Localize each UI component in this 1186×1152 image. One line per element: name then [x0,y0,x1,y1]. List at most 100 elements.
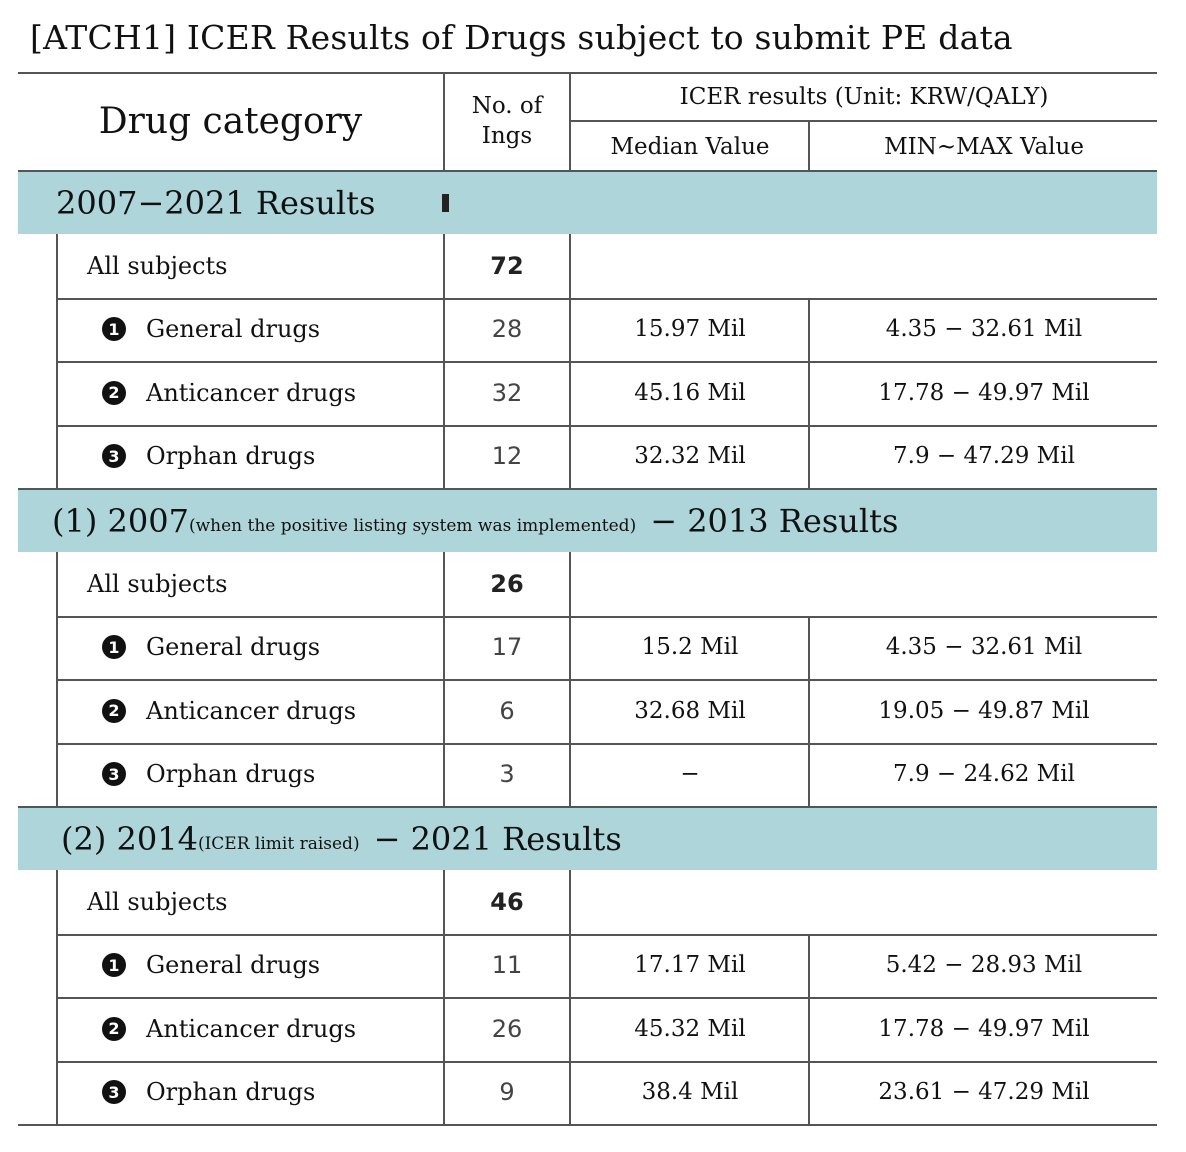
header-drug-category: Drug category [98,100,363,142]
row-label-cell: 1 General drugs [102,298,320,362]
section-title-main: (2) 2014 [61,820,198,858]
header-divider-1 [443,72,445,170]
section-title-note: (when the positive listing system was im… [188,516,637,536]
row-label-cell: 3 Orphan drugs [102,1061,315,1125]
row-rule [56,1060,1157,1063]
row-label: All subjects [87,569,228,598]
section-band: 2007−2021 Results [18,172,1157,234]
table-row: 3 Orphan drugs 3 − 7.9 − 24.62 Mil [18,743,1157,807]
row-count: 72 [490,251,524,280]
section-title: 2007−2021 Results [56,172,375,234]
row-label-cell: 2 Anticancer drugs [102,361,356,425]
row-rule [56,933,1157,936]
row-count: 12 [491,442,523,471]
row-label: Orphan drugs [146,760,316,789]
section-band: (2) 2014 (ICER limit raised) − 2021 Result… [18,808,1157,870]
row-range: 4.35 − 32.61 Mil [885,634,1083,661]
row-rule [56,997,1157,999]
table-row: All subjects 26 [18,552,1157,616]
row-median: 17.17 Mil [634,952,746,979]
table-row: 1 General drugs 17 15.2 Mil 4.35 − 32.61 Mil [18,616,1157,680]
col-divider [443,870,445,1124]
row-label: General drugs [146,951,321,980]
row-count: 32 [491,378,523,407]
row-count: 11 [491,951,523,980]
header-no-of-ings-line2: Ings [481,123,533,149]
row-range: 19.05 − 49.87 Mil [878,697,1090,724]
section-title-note: (ICER limit raised) [197,834,360,854]
numbered-bullet-icon: 2 [102,698,126,723]
row-median: 45.32 Mil [634,1015,746,1042]
row-label-cell: All subjects [87,552,228,616]
table-row: 3 Orphan drugs 12 32.32 Mil 7.9 − 47.29 Mil [18,425,1157,489]
table-bottom-rule [18,1124,1157,1126]
row-label-cell: 1 General drugs [102,934,320,998]
marker-glyph [442,194,449,212]
row-rule [56,361,1157,363]
row-left-border [56,552,58,806]
row-rule [56,742,1157,745]
numbered-bullet-icon: 3 [102,762,126,787]
numbered-bullet-icon: 3 [102,1080,126,1105]
col-divider [808,615,810,806]
row-median: 45.16 Mil [634,379,746,406]
col-divider [808,933,810,1124]
col-divider [569,234,571,488]
table-row: 2 Anticancer drugs 6 32.68 Mil 19.05 − 49.87… [18,679,1157,743]
icer-results-table: Drug category No. of Ings ICER results (… [18,72,1157,1136]
header-icer-results: ICER results (Unit: KRW/QALY) [679,84,1049,110]
header-divider-3 [808,122,810,170]
row-median: 38.4 Mil [641,1079,739,1106]
row-count: 26 [490,569,524,598]
row-label: Anticancer drugs [146,696,357,725]
row-range: 17.78 − 49.97 Mil [878,379,1090,406]
col-divider [569,552,571,806]
row-label-cell: All subjects [87,870,228,934]
row-median: 15.97 Mil [634,316,746,343]
header-divider-2 [569,72,571,170]
section-band: (1) 2007 (when the positive listing syste… [18,490,1157,552]
table-row: 2 Anticancer drugs 32 45.16 Mil 17.78 − 49.9… [18,361,1157,425]
header-no-of-ings: No. of Ings [445,74,569,168]
row-left-border [56,234,58,488]
section-title: (1) 2007 (when the positive listing syste… [52,490,898,552]
row-label: All subjects [87,251,228,280]
row-label-cell: All subjects [87,234,228,298]
row-label: Orphan drugs [146,442,316,471]
row-range: 7.9 − 24.62 Mil [893,761,1075,788]
header-median-value: Median Value [610,134,770,160]
row-count: 9 [499,1078,515,1107]
table-row: 3 Orphan drugs 9 38.4 Mil 23.61 − 47.29 Mil [18,1061,1157,1125]
section-title-tail: − 2021 Results [373,820,622,858]
section-rule [18,806,1157,808]
document-title: [ATCH1] ICER Results of Drugs subject to… [30,18,1013,57]
section-title-main: 2007−2021 Results [56,184,376,222]
row-count: 6 [499,696,515,725]
row-left-border [56,870,58,1124]
row-median: − [680,761,700,788]
section-title: (2) 2014 (ICER limit raised) − 2021 Result… [61,808,622,870]
section-title-tail: − 2013 Results [650,502,899,540]
row-range: 4.35 − 32.61 Mil [885,316,1083,343]
header-min-max-value: MIN~MAX Value [884,134,1084,160]
section-rule [18,488,1157,490]
table-row: 2 Anticancer drugs 26 45.32 Mil 17.78 − 49.9… [18,997,1157,1061]
row-rule [56,615,1157,618]
numbered-bullet-icon: 1 [102,635,126,660]
row-count: 46 [490,887,524,916]
row-median: 15.2 Mil [641,634,739,661]
row-range: 17.78 − 49.97 Mil [878,1015,1090,1042]
section-rule [18,170,1157,172]
header-sub-rule [569,120,1157,122]
col-divider [808,297,810,488]
row-label-cell: 3 Orphan drugs [102,425,315,489]
row-label-cell: 2 Anticancer drugs [102,997,356,1061]
header-no-of-ings-line1: No. of [471,93,543,119]
row-median: 32.68 Mil [634,697,746,724]
row-label: General drugs [146,633,321,662]
col-divider [443,552,445,806]
col-divider [569,870,571,1124]
row-rule [56,297,1157,300]
numbered-bullet-icon: 2 [102,380,126,405]
numbered-bullet-icon: 1 [102,317,126,342]
